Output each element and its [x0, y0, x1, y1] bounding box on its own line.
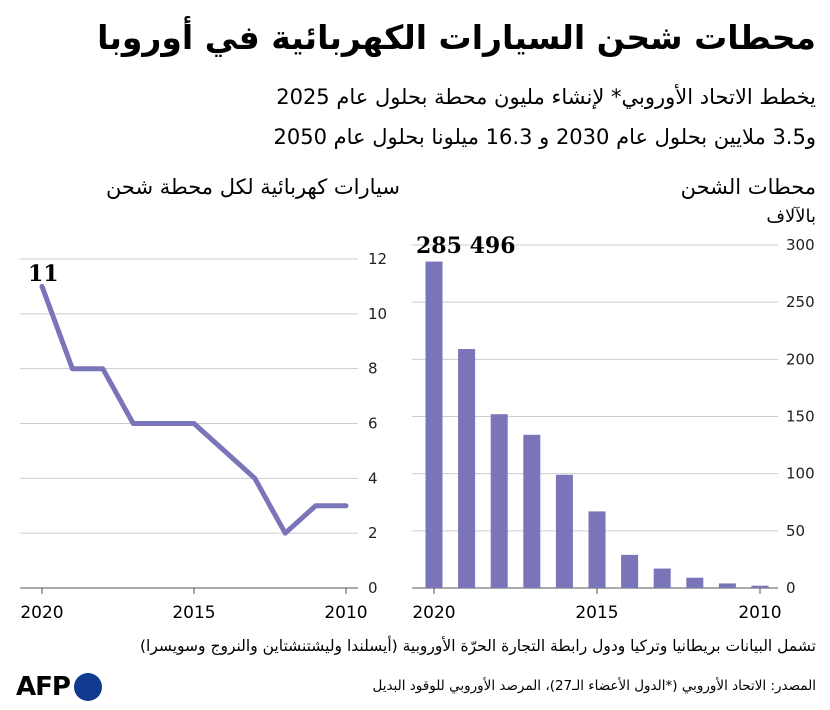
afp-logo-text: AFP — [16, 672, 71, 702]
bar-chart-y-tick: 300 — [786, 236, 815, 254]
line-chart-y-tick: 8 — [368, 360, 378, 378]
data-note: تشمل البيانات بريطانيا وتركيا ودول رابطة… — [140, 637, 816, 655]
line-chart-x-tick: 2015 — [172, 603, 215, 623]
bar-chart-bar — [490, 414, 508, 588]
line-chart-y-tick: 12 — [368, 250, 387, 268]
bar-chart-bar — [751, 585, 769, 588]
line-chart-title: سيارات كهربائية لكل محطة شحن — [105, 175, 400, 199]
line-chart-x-tick: 2020 — [20, 603, 63, 623]
bar-chart-y-tick: 50 — [786, 522, 805, 540]
bar-chart-bar — [718, 583, 736, 588]
bar-chart-bar — [653, 568, 671, 588]
bar-chart-title: محطات الشحن — [680, 175, 816, 199]
afp-logo-dot-icon — [73, 673, 102, 701]
bar-chart-x-tick: 2015 — [575, 603, 618, 623]
bar-chart-bar — [458, 349, 476, 588]
line-chart-y-tick: 10 — [368, 305, 387, 323]
line-chart-series — [39, 283, 349, 536]
line-chart-y-tick: 2 — [368, 524, 378, 542]
line-chart-y-tick: 0 — [368, 579, 378, 597]
page-title: محطات شحن السيارات الكهربائية في أوروبا — [97, 18, 816, 57]
bar-chart-bar — [621, 554, 639, 588]
bar-chart-y-tick: 200 — [786, 350, 815, 368]
afp-logo: AFP — [16, 670, 102, 704]
line-chart-y-tick: 6 — [368, 415, 378, 433]
bar-chart-peak-label: 285 496 — [416, 233, 516, 259]
bar-chart-y-tick: 100 — [786, 465, 815, 483]
bar-chart-y-tick: 250 — [786, 293, 815, 311]
bar-chart-bar — [425, 261, 443, 588]
subtitle-line-1: يخطط الاتحاد الأوروبي* لإنشاء مليون محطة… — [276, 85, 816, 109]
line-chart-y-tick: 4 — [368, 469, 378, 487]
bar-chart-bar — [588, 511, 606, 588]
bar-chart-y-tick: 150 — [786, 408, 815, 426]
bar-chart-bar — [686, 577, 704, 588]
source-text: المصدر: الاتحاد الأوروبي (*الدول الأعضاء… — [372, 678, 816, 694]
line-chart-x-tick: 2010 — [324, 603, 367, 623]
bar-chart-bar — [555, 474, 573, 588]
bar-chart-x-tick: 2010 — [738, 603, 781, 623]
line-chart-peak-label: 11 — [28, 261, 59, 287]
bar-chart-x-tick: 2020 — [412, 603, 455, 623]
bar-chart-bar — [523, 434, 541, 588]
bar-chart-unit: بالآلاف — [766, 206, 816, 227]
subtitle-line-2: و3.5 ملايين بحلول عام 2030 و 16.3 ميلونا… — [273, 125, 816, 149]
bar-chart-y-tick: 0 — [786, 579, 796, 597]
